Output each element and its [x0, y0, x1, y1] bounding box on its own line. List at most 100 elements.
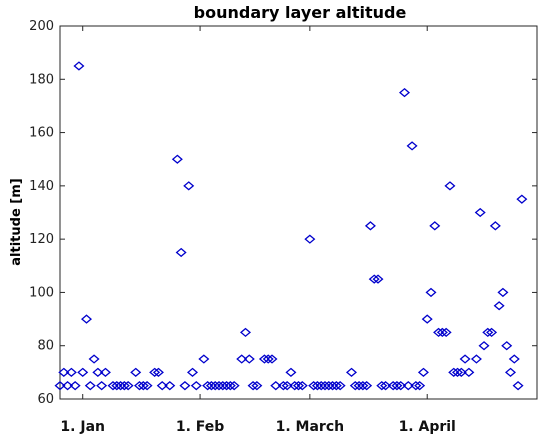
data-point [334, 381, 346, 391]
data-point [421, 314, 433, 324]
data-point [455, 367, 467, 378]
data-point [77, 367, 89, 378]
data-point [80, 314, 93, 324]
scatter-points [54, 61, 528, 391]
data-point [311, 381, 323, 391]
data-point [115, 381, 127, 391]
data-point [353, 381, 365, 391]
data-point [62, 381, 74, 391]
data-point [262, 354, 274, 364]
data-point [433, 327, 445, 338]
y-tick-label: 180 [29, 72, 54, 87]
plot-frame [59, 25, 538, 400]
data-point [398, 87, 411, 98]
data-point [92, 367, 104, 378]
data-point [489, 221, 501, 231]
y-tick-label: 140 [29, 179, 54, 194]
data-point [213, 381, 225, 391]
data-point [84, 381, 96, 391]
y-tick-label: 200 [29, 19, 54, 34]
data-point [315, 381, 327, 391]
data-point [470, 354, 482, 364]
data-point [395, 381, 407, 391]
data-point [224, 381, 236, 391]
data-point [429, 221, 441, 231]
data-point [406, 141, 418, 151]
data-point [436, 327, 448, 338]
data-point [96, 381, 108, 391]
data-point [410, 381, 422, 391]
data-point [364, 221, 376, 231]
y-tick-label: 160 [29, 126, 54, 141]
data-point [304, 234, 316, 244]
y-tick-label: 80 [37, 339, 54, 354]
data-point [141, 381, 153, 391]
data-point [463, 367, 475, 378]
data-point [440, 327, 452, 338]
data-point [270, 381, 282, 391]
data-point [292, 381, 305, 391]
data-point [99, 367, 111, 378]
data-point [54, 381, 66, 391]
data-point [277, 381, 289, 391]
data-point [205, 381, 217, 391]
y-tick-label: 100 [29, 285, 54, 300]
data-point [217, 381, 229, 391]
data-point [417, 367, 429, 378]
x-axis-ticks: 1. Jan 1. Feb 1. March 1. April [60, 26, 456, 435]
data-point [425, 287, 437, 298]
y-tick-label: 120 [29, 232, 54, 247]
data-point [122, 381, 134, 391]
data-point [152, 367, 164, 378]
data-point [380, 381, 392, 391]
data-point [402, 381, 414, 391]
data-point [296, 381, 308, 391]
data-point [251, 381, 263, 391]
x-tick-label: 1. Feb [176, 419, 224, 435]
data-point [133, 381, 146, 391]
data-point [349, 381, 361, 391]
data-point [486, 327, 498, 338]
data-point [368, 274, 380, 284]
data-point [88, 354, 100, 364]
data-point [73, 61, 85, 71]
data-point [512, 381, 524, 391]
data-point [202, 381, 214, 391]
data-point [209, 381, 221, 391]
data-point [508, 354, 520, 364]
data-point [308, 381, 320, 391]
data-point [69, 381, 81, 391]
data-point [130, 367, 142, 378]
data-point [372, 274, 384, 284]
data-point [451, 367, 464, 378]
data-point [171, 154, 183, 164]
data-point [330, 381, 342, 391]
data-point [459, 354, 471, 364]
data-point [266, 354, 278, 364]
data-point [493, 301, 505, 311]
data-point [228, 381, 240, 391]
data-point [478, 341, 490, 351]
data-point [414, 381, 426, 391]
data-point [281, 381, 293, 391]
x-tick-label: 1. April [399, 419, 456, 435]
data-point [239, 327, 252, 338]
data-point [179, 381, 191, 391]
data-point [164, 381, 176, 391]
data-point [137, 381, 149, 391]
data-point [175, 247, 187, 258]
data-point [361, 381, 373, 391]
data-point [501, 341, 513, 351]
data-point [149, 367, 161, 378]
data-point [319, 381, 331, 391]
plot-axes [59, 25, 538, 400]
data-point [58, 367, 70, 378]
data-point [391, 381, 403, 391]
data-point [357, 381, 369, 391]
data-point [156, 381, 168, 391]
data-point [448, 367, 460, 378]
data-point [118, 381, 130, 391]
data-point [65, 367, 77, 378]
data-point [183, 181, 195, 191]
